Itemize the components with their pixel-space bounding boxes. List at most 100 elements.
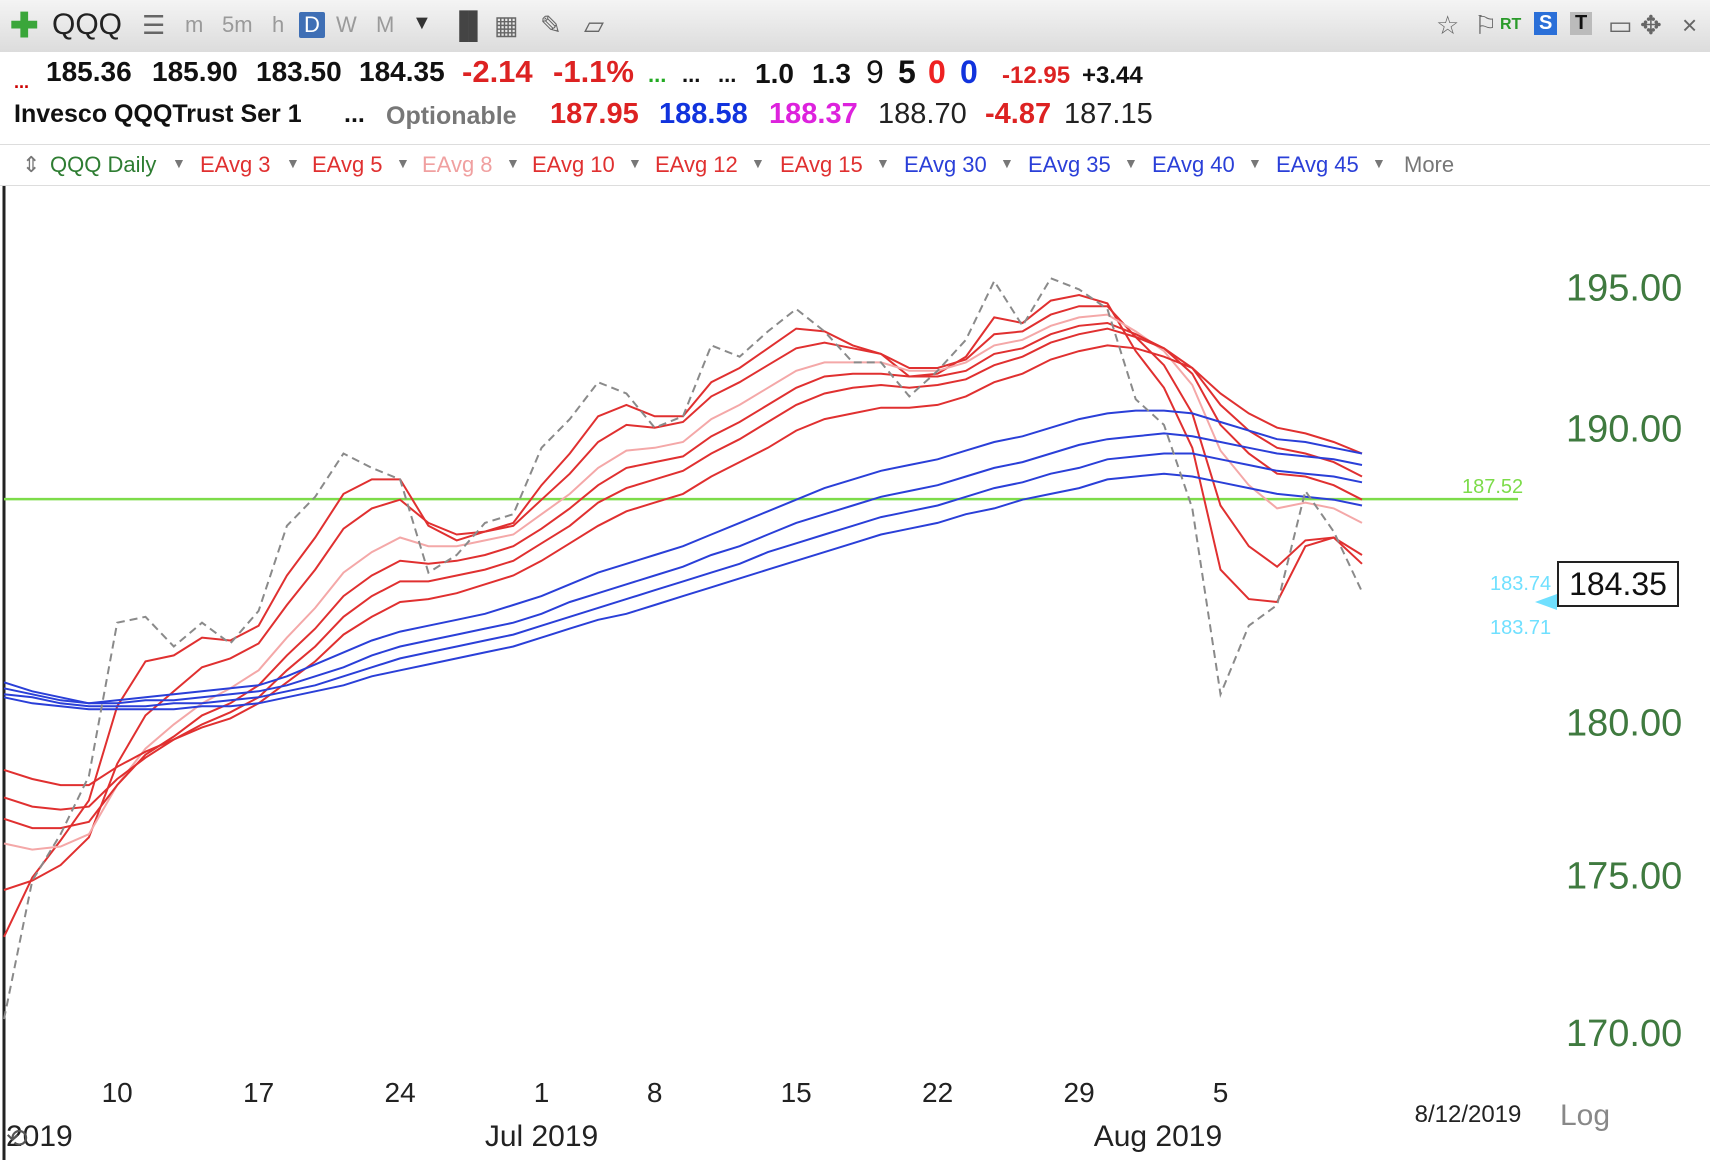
- series-eavg-15[interactable]: [3, 344, 1363, 787]
- quote-panel: ... 185.36 185.90 183.50 184.35 -2.14 -1…: [0, 52, 1710, 144]
- bar-chart-icon[interactable]: ▐▌: [450, 10, 487, 40]
- y-tick-label: 170.00: [1566, 1013, 1682, 1055]
- quote-r1-2: 185.90: [152, 56, 238, 87]
- last-price-label: 184.35: [1557, 561, 1679, 607]
- calendar-grid-icon[interactable]: ▦: [494, 10, 519, 40]
- quote-r2-5: 188.37: [769, 98, 858, 130]
- legend-caret-icon[interactable]: ▼: [396, 155, 410, 171]
- series-eavg-45[interactable]: [3, 472, 1363, 711]
- series-eavg-30[interactable]: [3, 409, 1363, 705]
- x-tick-label: 24: [385, 1077, 416, 1108]
- legend-eavg-15[interactable]: EAvg 15: [780, 152, 863, 177]
- x-tick-label: 1: [534, 1077, 550, 1108]
- legend-caret-icon[interactable]: ▼: [286, 155, 300, 171]
- quote-r2-7: -4.87: [985, 98, 1052, 130]
- t-badge-icon[interactable]: T: [1570, 12, 1593, 35]
- legend-caret-icon[interactable]: ▼: [172, 155, 186, 171]
- series-eavg-40[interactable]: [3, 452, 1363, 708]
- last-price-pointer-icon: [1535, 594, 1557, 610]
- legend-caret-icon[interactable]: ▼: [1124, 155, 1138, 171]
- x-tick-label: 22: [922, 1077, 953, 1108]
- rt-badge-icon[interactable]: RT: [1500, 16, 1522, 33]
- legend-caret-icon[interactable]: ▼: [1000, 155, 1014, 171]
- legend-eavg-8[interactable]: EAvg 8: [422, 152, 493, 177]
- quote-r1-16: -12.95: [1002, 62, 1071, 89]
- quote-r2-1: ...: [344, 100, 365, 128]
- dropdown-icon[interactable]: ▼: [412, 12, 432, 34]
- log-scale-toggle[interactable]: Log: [1560, 1099, 1610, 1132]
- legend-caret-icon[interactable]: ▼: [628, 155, 642, 171]
- horizontal-line-label: 187.52: [1462, 476, 1523, 498]
- x-tick-label: 8: [647, 1077, 663, 1108]
- quote-r1-8: ...: [682, 62, 701, 87]
- series-eavg-3[interactable]: [3, 293, 1363, 938]
- price-marker-label: 183.74: [1490, 573, 1551, 595]
- quote-r1-13: 5: [898, 54, 916, 90]
- series-eavg-35[interactable]: [3, 432, 1363, 705]
- quote-r1-7: ...: [648, 62, 667, 87]
- series-eavg-8[interactable]: [3, 313, 1363, 851]
- legend-caret-icon[interactable]: ▼: [506, 155, 520, 171]
- quote-r1-3: 183.50: [256, 56, 342, 87]
- quote-r2-0: Invesco QQQTrust Ser 1: [14, 100, 302, 128]
- legend-eavg-40[interactable]: EAvg 40: [1152, 152, 1235, 177]
- pencil-icon[interactable]: ✎: [540, 10, 562, 40]
- quote-r1-0: ...: [14, 72, 30, 92]
- series-eavg-10[interactable]: [3, 321, 1363, 830]
- flag-icon[interactable]: ⚐: [1474, 10, 1498, 40]
- legend-eavg-3[interactable]: EAvg 3: [200, 152, 271, 177]
- refresh-icon[interactable]: ⟲: [6, 1123, 28, 1153]
- legend-eavg-10[interactable]: EAvg 10: [532, 152, 615, 177]
- quote-r2-8: 187.15: [1064, 98, 1153, 130]
- y-tick-label: 195.00: [1566, 268, 1682, 310]
- move-icon[interactable]: ✥: [1640, 10, 1662, 40]
- x-tick-label: 17: [243, 1077, 274, 1108]
- legend-qqq-daily[interactable]: QQQ Daily: [50, 152, 157, 177]
- quote-r1-1: 185.36: [46, 56, 132, 87]
- series-eavg-5[interactable]: [3, 305, 1363, 891]
- legend-caret-icon[interactable]: ▼: [876, 155, 890, 171]
- y-tick-label: 175.00: [1566, 855, 1682, 897]
- quote-r1-14: 0: [928, 54, 946, 90]
- legend-caret-icon[interactable]: ▼: [1372, 155, 1386, 171]
- star-icon[interactable]: ☆: [1436, 10, 1460, 40]
- interval-w[interactable]: W: [336, 12, 357, 37]
- legend-eavg-5[interactable]: EAvg 5: [312, 152, 383, 177]
- quote-r1-9: ...: [718, 62, 737, 87]
- legend-eavg-35[interactable]: EAvg 35: [1028, 152, 1111, 177]
- save-icon[interactable]: ▭: [1608, 10, 1633, 40]
- legend-eavg-45[interactable]: EAvg 45: [1276, 152, 1359, 177]
- series-eavg-12[interactable]: [3, 327, 1363, 811]
- eraser-icon[interactable]: ▱: [584, 10, 604, 40]
- x-month-label: Jul 2019: [485, 1120, 598, 1153]
- close-icon[interactable]: ×: [1682, 10, 1698, 40]
- quote-r2-3: 187.95: [550, 98, 639, 130]
- list-icon[interactable]: ☰: [142, 10, 166, 40]
- quote-r2-2: Optionable: [386, 102, 517, 130]
- legend-arrow-icon[interactable]: ⇕: [22, 152, 41, 177]
- add-symbol-icon[interactable]: ✚: [10, 7, 39, 45]
- quote-r1-5: -2.14: [462, 54, 533, 89]
- quote-r1-4: 184.35: [359, 56, 445, 87]
- interval-month[interactable]: M: [376, 12, 395, 37]
- legend-more[interactable]: More: [1404, 152, 1455, 177]
- x-tick-label: 5: [1213, 1077, 1229, 1108]
- interval-m[interactable]: m: [185, 12, 204, 37]
- interval-5m[interactable]: 5m: [222, 12, 253, 37]
- quote-r1-11: 1.3: [812, 58, 851, 89]
- legend-eavg-12[interactable]: EAvg 12: [655, 152, 738, 177]
- x-tick-label: 29: [1064, 1077, 1095, 1108]
- symbol-field[interactable]: QQQ: [52, 8, 123, 41]
- legend-eavg-30[interactable]: EAvg 30: [904, 152, 987, 177]
- y-tick-label: 190.00: [1566, 409, 1682, 451]
- price-marker-label: 183.71: [1490, 617, 1551, 639]
- interval-d[interactable]: D: [299, 12, 325, 38]
- close-price-line[interactable]: [3, 277, 1363, 1020]
- current-date-label: 8/12/2019: [1415, 1101, 1522, 1128]
- s-badge-icon[interactable]: S: [1534, 12, 1558, 35]
- legend-caret-icon[interactable]: ▼: [751, 155, 765, 171]
- interval-h[interactable]: h: [272, 12, 285, 37]
- x-month-label: Aug 2019: [1094, 1120, 1222, 1153]
- legend-caret-icon[interactable]: ▼: [1248, 155, 1262, 171]
- quote-r1-12: 9: [866, 54, 884, 90]
